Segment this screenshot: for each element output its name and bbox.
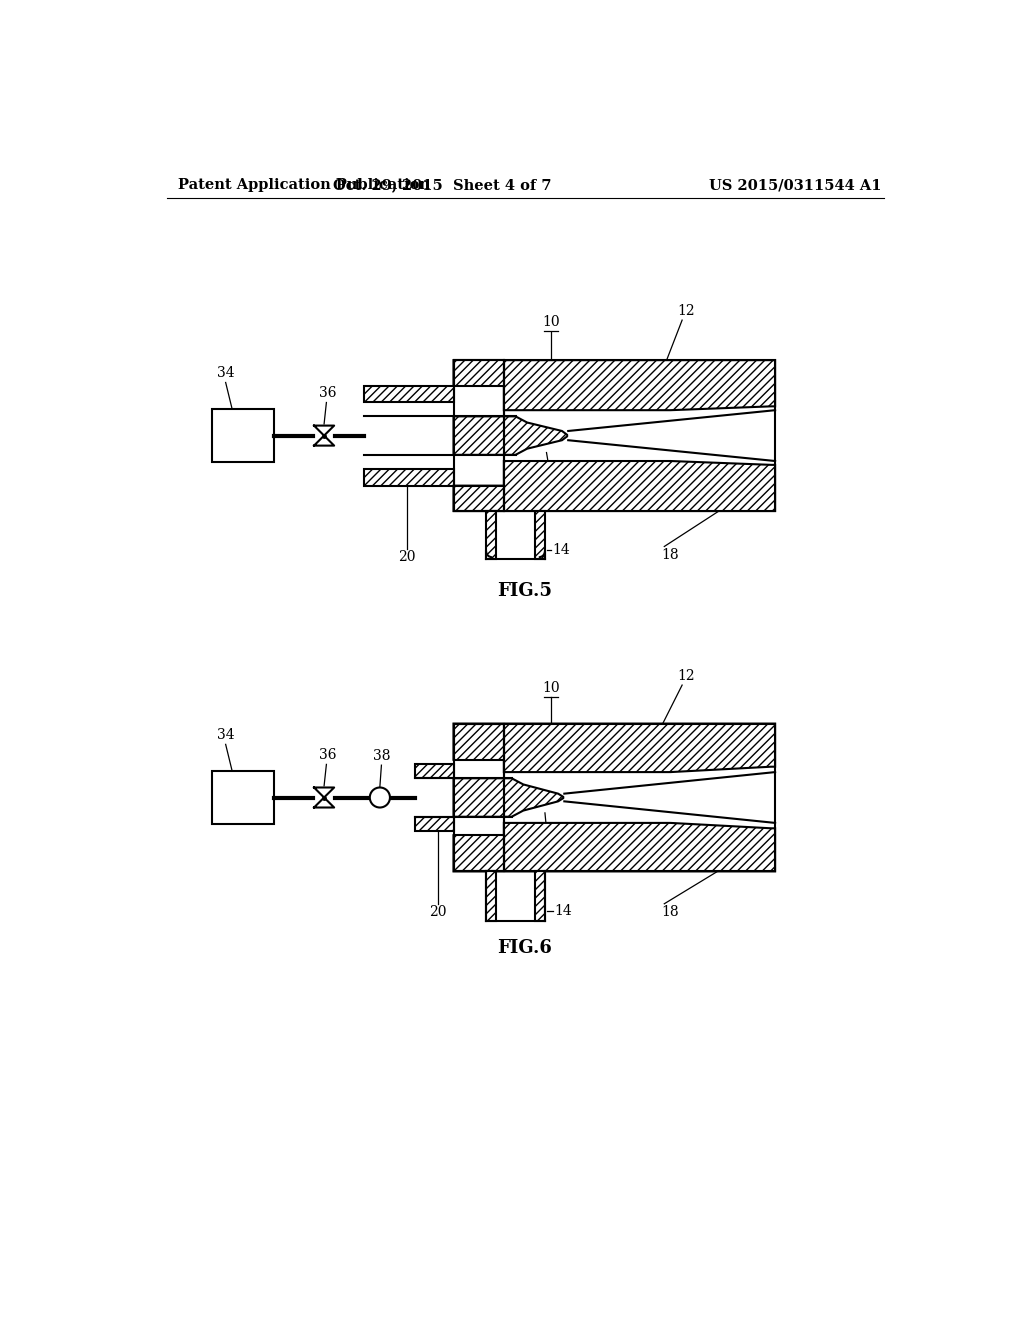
Bar [454, 723, 504, 760]
Text: 16: 16 [542, 847, 559, 861]
Polygon shape [454, 723, 775, 772]
Polygon shape [314, 436, 334, 446]
Bar [454, 486, 504, 511]
Bar [454, 779, 504, 817]
Polygon shape [314, 425, 334, 436]
Text: 12: 12 [677, 304, 695, 318]
Bar [496, 871, 535, 921]
Bar [454, 723, 504, 871]
Text: 10: 10 [543, 315, 560, 330]
Bar [365, 469, 454, 486]
Bar [486, 511, 496, 558]
Text: 14: 14 [553, 544, 570, 557]
Polygon shape [454, 360, 775, 411]
Bar [454, 779, 512, 817]
Bar [504, 723, 775, 871]
Bar [415, 764, 454, 779]
Bar [415, 817, 454, 830]
Text: 20: 20 [398, 550, 416, 565]
Bar [415, 779, 454, 817]
Bar [504, 360, 775, 511]
Bar [535, 511, 545, 558]
Polygon shape [454, 779, 564, 817]
Text: 38: 38 [374, 748, 391, 763]
Bar [535, 871, 545, 921]
Bar [212, 409, 273, 462]
Text: 36: 36 [319, 748, 337, 762]
Bar [454, 360, 504, 385]
Text: 18: 18 [662, 548, 679, 562]
Text: 16: 16 [546, 487, 563, 500]
Polygon shape [454, 416, 568, 455]
Polygon shape [314, 797, 334, 808]
Text: US 2015/0311544 A1: US 2015/0311544 A1 [710, 178, 882, 193]
Polygon shape [314, 788, 334, 797]
Bar [454, 836, 504, 871]
Polygon shape [564, 772, 775, 822]
Bar [212, 771, 273, 824]
Bar [365, 385, 454, 403]
Bar [454, 416, 504, 455]
Polygon shape [454, 822, 775, 871]
Polygon shape [568, 411, 775, 461]
Text: 18: 18 [662, 906, 679, 919]
Bar [454, 360, 504, 511]
Text: Oct. 29, 2015  Sheet 4 of 7: Oct. 29, 2015 Sheet 4 of 7 [333, 178, 551, 193]
Text: 34: 34 [217, 366, 234, 380]
Text: FIG.6: FIG.6 [498, 939, 552, 957]
Text: 34: 34 [217, 729, 234, 742]
Text: FIG.5: FIG.5 [498, 582, 552, 601]
Circle shape [370, 788, 390, 808]
Text: 12: 12 [677, 669, 695, 682]
Polygon shape [454, 461, 775, 511]
Text: 10: 10 [543, 681, 560, 696]
Bar [496, 511, 535, 558]
Bar [365, 416, 454, 455]
Text: 36: 36 [319, 387, 337, 400]
Text: 14: 14 [554, 904, 572, 919]
Text: 20: 20 [429, 906, 446, 919]
Bar [486, 871, 496, 921]
Bar [454, 416, 515, 455]
Text: Patent Application Publication: Patent Application Publication [178, 178, 430, 193]
